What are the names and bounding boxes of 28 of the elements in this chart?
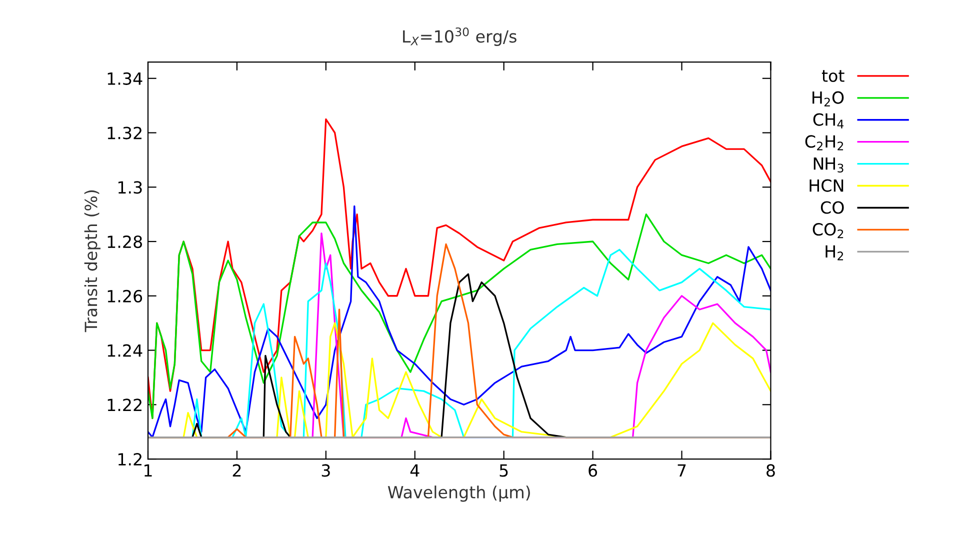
x-tick-label: 2 [232,464,241,477]
legend-label: HCN [810,179,844,192]
y-tick-label: 1.28 [108,235,142,248]
legend-label: tot [822,70,844,82]
x-tick-label: 6 [588,464,598,477]
legend-label: CH$_{4}$ [813,113,844,128]
x-tick-label: 1 [144,464,152,477]
y-tick-label: 1.34 [108,72,142,85]
x-tick-label: 7 [678,464,686,477]
y-axis-title: Transit depth (%) [84,190,100,332]
legend-label: CO$_{2}$ [812,223,844,238]
x-tick-label: 5 [500,464,508,477]
y-tick-label: 1.32 [108,126,142,140]
y-tick-label: 1.24 [108,344,142,357]
legend-label: NH$_{3}$ [814,157,844,173]
legend-label: H$_{2}$ [826,245,844,260]
y-tick-label: 1.2 [118,452,142,466]
x-tick-label: 3 [322,464,330,477]
x-axis-title: Wavelength (µm) [388,486,530,502]
chart-title: L$_{X}$=10$^{30}$ erg/s [403,27,516,46]
y-tick-label: 1.22 [108,398,142,411]
legend-label: C$_{2}$H$_{2}$ [805,135,844,150]
y-tick-label: 1.26 [108,290,142,302]
legend-label: H$_{2}$O [812,91,844,106]
x-tick-label: 4 [410,464,420,477]
y-tick-label: 1.3 [118,181,142,194]
legend-label: CO [820,201,844,214]
x-tick-label: 8 [766,464,775,477]
